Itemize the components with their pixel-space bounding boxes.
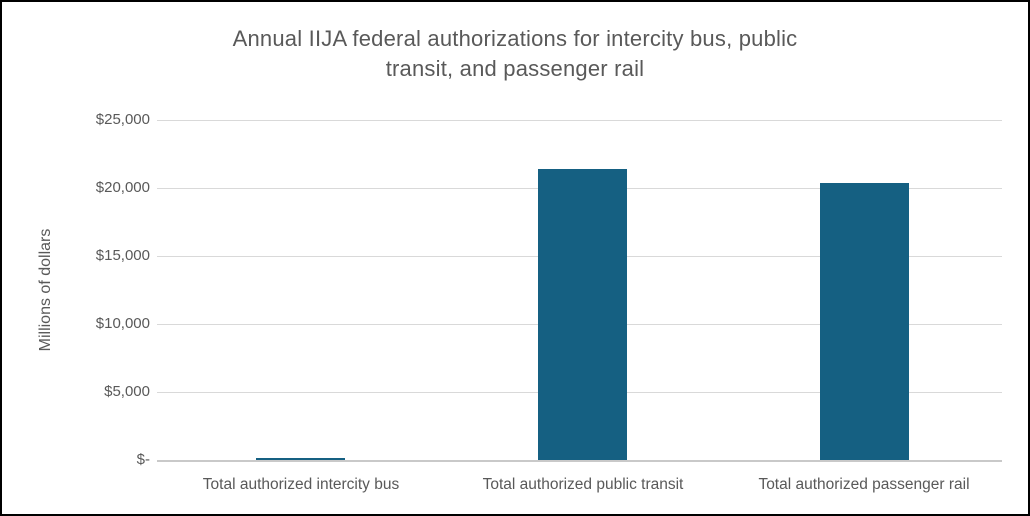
- x-category-label: Total authorized intercity bus: [202, 476, 400, 493]
- bar-total-authorized-passenger-rail: [820, 183, 909, 460]
- chart-title: Annual IIJA federal authorizations for i…: [2, 24, 1028, 84]
- bar-total-authorized-public-transit: [538, 169, 627, 460]
- x-category-label: Total authorized passenger rail: [758, 476, 970, 493]
- y-tick-label: $25,000: [95, 111, 150, 128]
- chart-title-line-1: Annual IIJA federal authorizations for i…: [232, 26, 798, 51]
- plot-area: [157, 120, 1002, 462]
- gridline: [157, 120, 1002, 121]
- y-tick-label: $20,000: [95, 179, 150, 196]
- y-tick-label: $5,000: [104, 383, 150, 400]
- y-tick-label: $10,000: [95, 315, 150, 332]
- chart-title-line-2: transit, and passenger rail: [385, 56, 645, 81]
- y-tick-label: $-: [136, 451, 150, 468]
- x-axis-line: [157, 460, 1002, 462]
- y-tick-label: $15,000: [95, 247, 150, 264]
- x-category-label: Total authorized public transit: [482, 476, 684, 493]
- bar-total-authorized-intercity-bus: [256, 458, 345, 460]
